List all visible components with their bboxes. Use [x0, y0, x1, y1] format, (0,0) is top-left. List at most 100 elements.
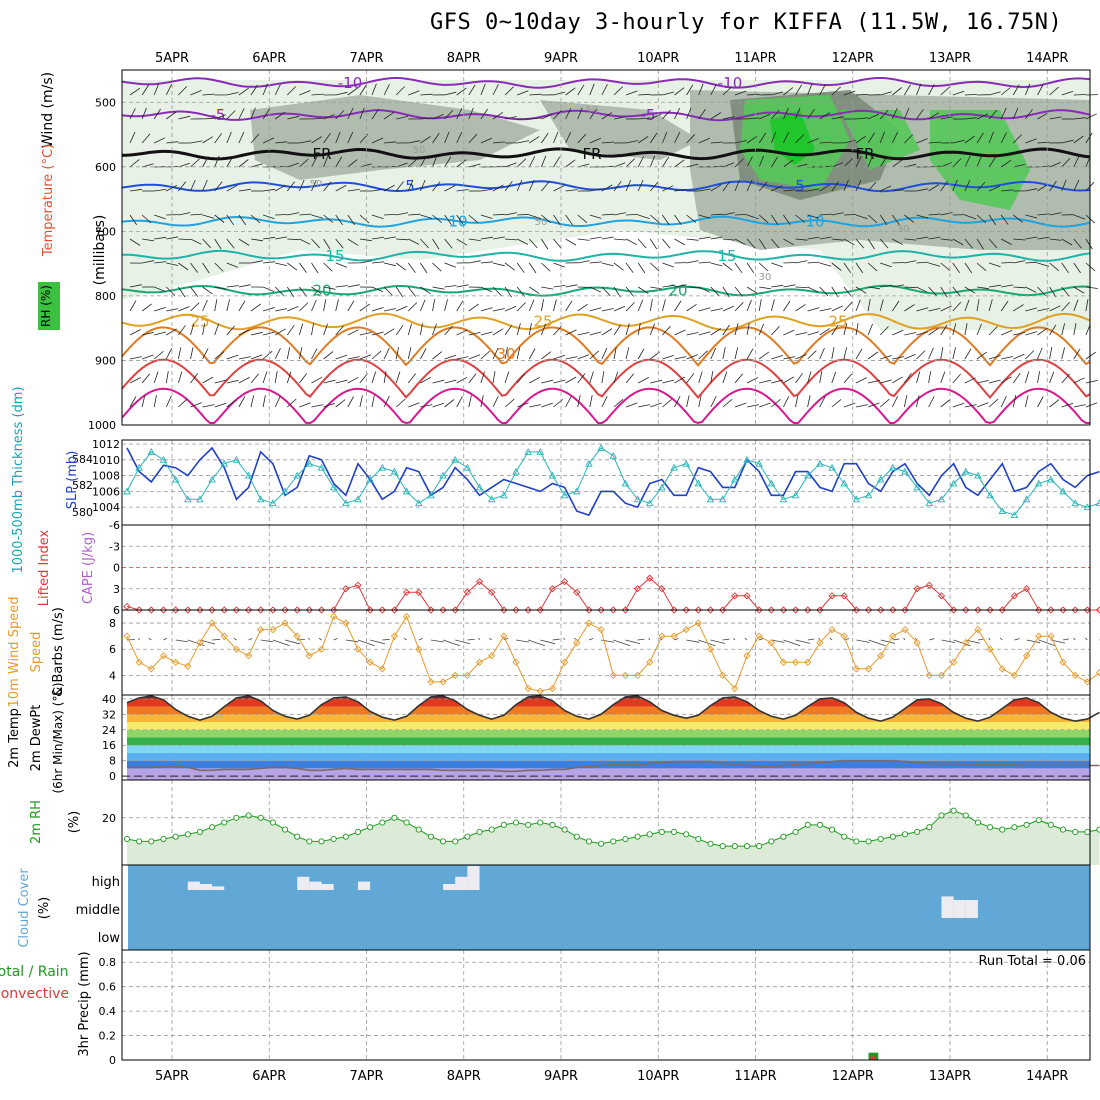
wind-speed-line-marker: [159, 652, 168, 660]
lifted-index-line-marker: [220, 606, 228, 614]
wind-barb: [311, 117, 324, 120]
wind-barb: [1073, 238, 1082, 249]
wind-barb: [976, 181, 986, 192]
wind-barb: [976, 380, 989, 384]
wind-barb: [1073, 94, 1086, 96]
wind-barb: [190, 90, 202, 96]
isotherm-label: -5: [211, 106, 226, 124]
wind-barb: [1061, 347, 1065, 360]
wind-barb: [613, 212, 626, 216]
wind-barb: [565, 300, 573, 312]
date-label-bottom: 14APR: [1026, 1069, 1068, 1084]
wind-barb: [141, 395, 146, 408]
isotherm-line: [121, 284, 1091, 297]
wind-barb: [383, 348, 390, 360]
surface-wind-barb: [455, 639, 471, 645]
thickness-line-marker: [354, 495, 362, 503]
rh-line-marker: [901, 831, 909, 838]
wind-barb: [335, 238, 344, 249]
wind-barb: [408, 402, 420, 408]
wind-barb: [855, 94, 869, 96]
surface-wind-barb: [187, 639, 205, 647]
wind-barb: [275, 262, 287, 266]
wind-barb: [141, 84, 150, 96]
wind-barb: [142, 260, 154, 264]
lifted-index-line-marker: [390, 606, 399, 614]
lifted-index-line-marker: [864, 606, 873, 614]
wind-barb: [166, 286, 176, 296]
precip-tick-label: 0.6: [99, 981, 117, 994]
wind-barb: [650, 402, 662, 408]
wind-barb: [371, 350, 382, 360]
wind-speed-line-marker: [852, 665, 861, 673]
rh-contour-label: 50: [586, 105, 599, 116]
surface-wind-barb: [903, 637, 906, 641]
wind-barb: [238, 329, 250, 336]
wind-barb: [541, 286, 554, 290]
date-label-top: 9APR: [544, 51, 578, 66]
rh-line-marker: [1011, 824, 1018, 831]
wind-barb: [964, 348, 972, 360]
surface-wind-barb: [588, 638, 594, 641]
wind-barb: [1025, 83, 1031, 96]
wind-barb: [988, 355, 1001, 360]
wind-barb: [190, 286, 199, 297]
wind-barb: [831, 86, 841, 96]
wind-barb: [347, 396, 354, 408]
rh-label: RH (%): [39, 285, 53, 327]
wind-barb: [940, 180, 948, 192]
wind-barb: [770, 131, 777, 144]
wind-barb: [988, 131, 994, 144]
wind-barb: [541, 351, 552, 360]
wind-barb: [916, 108, 924, 120]
wind-barb: [976, 132, 984, 144]
wind-barb: [1025, 371, 1030, 384]
lifted-index-line-marker: [913, 585, 921, 593]
rh-line-marker: [768, 838, 775, 845]
wind-barb: [916, 188, 929, 192]
wind-barb: [347, 376, 359, 384]
wind-speed-line-marker: [475, 658, 484, 666]
wind-barb: [129, 108, 136, 120]
wind-barb: [154, 331, 166, 336]
rh-line-marker: [695, 835, 702, 843]
wind-barb: [867, 132, 875, 144]
wind-barb: [323, 262, 333, 272]
rh-line-marker: [731, 843, 738, 850]
wind-barb: [383, 328, 395, 336]
thickness-line-marker: [1022, 495, 1031, 503]
wind-barb: [1085, 132, 1093, 144]
wind-barb: [444, 131, 450, 144]
thickness-line-marker: [427, 491, 435, 499]
wind-barb: [541, 181, 550, 192]
wind-speed-line-marker: [171, 658, 180, 666]
thickness-line-marker: [682, 459, 690, 467]
lifted-index-line-marker: [171, 606, 180, 614]
wind-barb: [674, 189, 687, 192]
wind-barb: [226, 299, 230, 312]
wind-barb: [432, 379, 445, 384]
wind-barb: [710, 141, 723, 144]
wind-barb: [456, 87, 467, 96]
surface-wind-barb: [284, 639, 301, 645]
wind-barb: [1049, 116, 1062, 120]
wind-barb: [1000, 159, 1012, 168]
wind-barb: [275, 308, 288, 312]
wind-speed-line-marker: [949, 658, 958, 666]
wind-barb: [178, 325, 186, 336]
slp-tick-label: 1012: [92, 438, 120, 451]
wind-barb: [601, 347, 608, 360]
wind-barb: [238, 131, 245, 144]
wind-barb: [1073, 299, 1079, 312]
pressure-tick-label: 500: [95, 96, 116, 109]
wind-barb: [1073, 135, 1084, 144]
wind-barb: [214, 299, 218, 312]
wind-barb: [129, 284, 142, 288]
wind-barb: [686, 107, 692, 120]
wind-barb: [638, 214, 650, 219]
wind-barb: [928, 371, 932, 384]
wind-barb: [1013, 353, 1025, 360]
wind-barb: [577, 373, 586, 384]
lifted-index-line-marker: [597, 606, 605, 614]
wind-barb: [541, 379, 554, 384]
